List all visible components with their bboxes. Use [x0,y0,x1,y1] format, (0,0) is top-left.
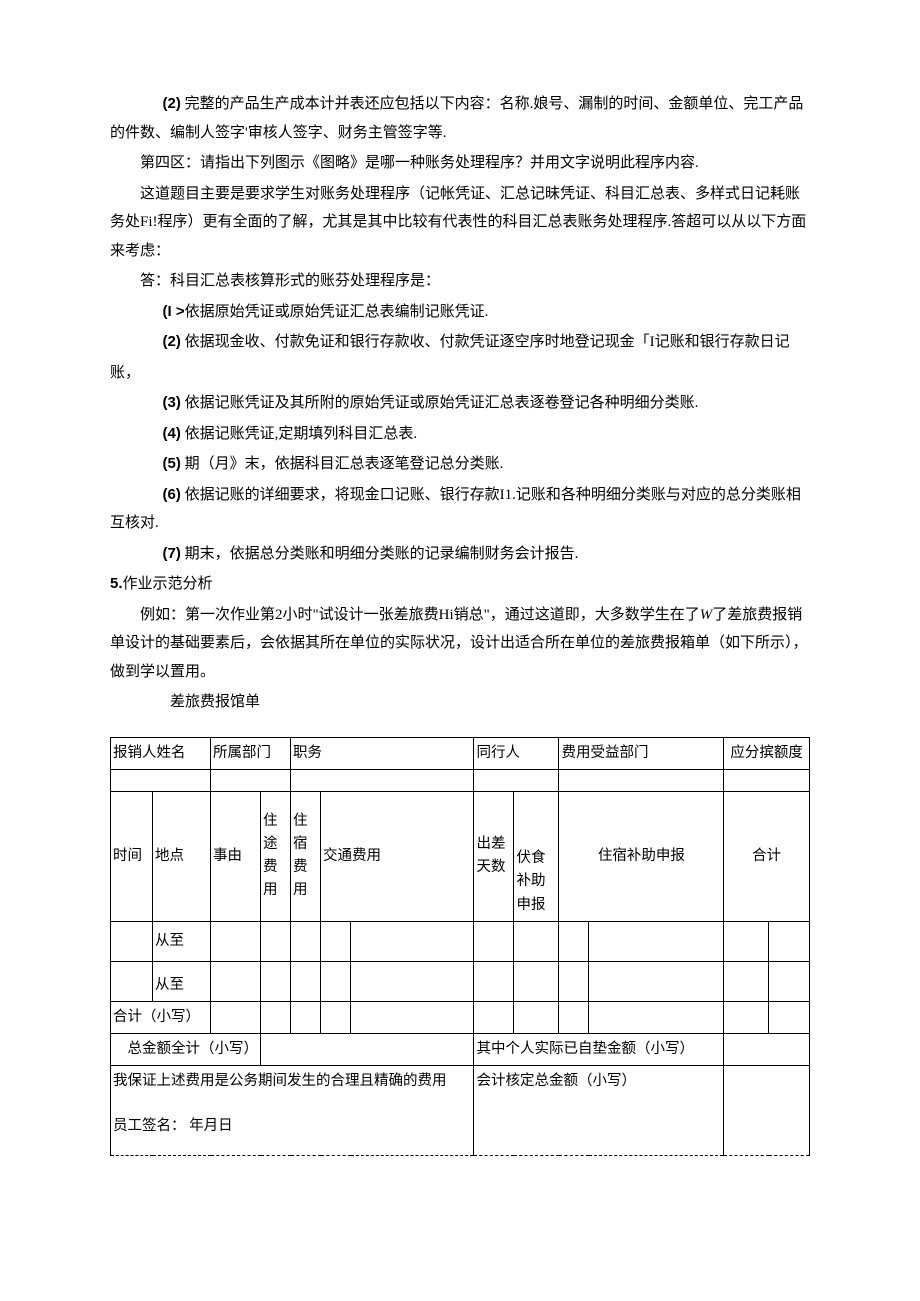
hdr-days: 出差天数 [474,791,514,921]
header-row-1: 报销人姓名 所属部门 职务 同行人 费用受益部门 应分摈额度 [111,737,810,769]
paragraph-item2b: 账， [110,359,810,388]
hdr-time: 时间 [111,791,153,921]
data-row-2: 从至 [111,961,810,1001]
paragraph-item3: (3) 依据记账凭证及其所附的原始凭证或原始凭证汇总表逐卷登记各种明细分类账. [110,389,810,418]
hdr-title: 职务 [291,737,474,769]
paragraph-explain: 这道题目主要是要求学生对账务处理程序（记帐凭证、汇总记昧凭证、科目汇总表、多样式… [110,180,810,266]
paragraph-item4: (4) 依据记账凭证,定期填列科目汇总表. [110,420,810,449]
hdr-total: 合计 [724,791,810,921]
declaration-row: 我保证上述费用是公务期间发生的合理且精确的费用 员工签名： 年月日 会计核定总金… [111,1066,810,1156]
hdr-lodging-fee: 住宿费用 [291,791,321,921]
signature-line: 员工签名： 年月日 [113,1115,471,1138]
table-title: 差旅费报馆单 [110,688,810,717]
paragraph-q4: 第四区：请指出下列图示《图略》是哪一种账务处理程序？并用文字说明此程序内容. [110,149,810,178]
data-row-1: 从至 [111,921,810,961]
hdr-amount: 应分摈额度 [724,737,810,769]
paragraph-example: 例如：第一次作业第2小时"试设计一张差旅费Hi销总"，通过这道即，大多数学生在了… [110,601,810,687]
personal-advance-label: 其中个人实际已自垫金额（小写） [474,1033,724,1065]
hdr-name: 报销人姓名 [111,737,211,769]
hdr-travel-fee: 住途费用 [261,791,291,921]
paragraph-item7: (7) 期末，依据总分类账和明细分类账的记录编制财务会计报告. [110,540,810,569]
blank-row-1 [111,769,810,791]
num-i: (I > [163,303,185,320]
hdr-lodging-allow: 住宿补助申报 [559,791,724,921]
num-3: (3) [163,394,181,411]
header-row-2: 时间 地点 事由 住途费用 住宿费用 交通费用 出差天数 伏食补助申报 住宿补助… [111,791,810,921]
paragraph-answer: 答：科目汇总表核算形式的账芬处理程序是： [110,267,810,296]
grandtotal-label: 总金额全计（小写） [111,1033,261,1065]
paragraph-2: (2) 完整的产品生产成本计并表还应包括以下内容：名称.娘号、漏制的时间、金额单… [110,90,810,147]
paragraph-item1: (I >依据原始凭证或原始凭证汇总表编制记账凭证. [110,298,810,327]
audit-amount-label: 会计核定总金额（小写） [474,1066,724,1156]
num-2b: (2) [163,333,181,350]
num-4: (4) [163,425,181,442]
paragraph-item2a: (2) 依据现金收、付款免证和银行存款收、付款凭证逐空序时地登记现金「I记账和银… [110,328,810,357]
hdr-reason: 事由 [211,791,261,921]
num-5sec: 5. [110,575,123,592]
declaration-text: 我保证上述费用是公务期间发生的合理且精确的费用 [113,1070,471,1093]
subtotal-label: 合计（小写） [111,1001,211,1033]
hdr-dept: 所属部门 [211,737,291,769]
num-7: (7) [163,545,181,562]
num-6: (6) [163,486,181,503]
hdr-beneficiary: 费用受益部门 [559,737,724,769]
expense-table: 报销人姓名 所属部门 职务 同行人 费用受益部门 应分摈额度 时间 地点 事由 … [110,737,810,1157]
paragraph-section5: 5.作业示范分析 [110,570,810,599]
row2-place: 从至 [153,961,211,1001]
paragraph-item6: (6) 依据记账的详细要求，将现金口记账、银行存款I1.记账和各种明细分类账与对… [110,481,810,538]
num-2: (2) [163,95,181,112]
paragraph-item5: (5) 期（月》末，依据科目汇总表逐笔登记总分类账. [110,450,810,479]
subtotal-row: 合计（小写） [111,1001,810,1033]
hdr-transport-fee: 交通费用 [321,791,474,921]
hdr-place: 地点 [153,791,211,921]
hdr-companion: 同行人 [474,737,559,769]
hdr-food-allow: 伏食补助申报 [514,791,559,921]
num-5: (5) [163,455,181,472]
row1-place: 从至 [153,921,211,961]
grandtotal-row: 总金额全计（小写） 其中个人实际已自垫金额（小写） [111,1033,810,1065]
